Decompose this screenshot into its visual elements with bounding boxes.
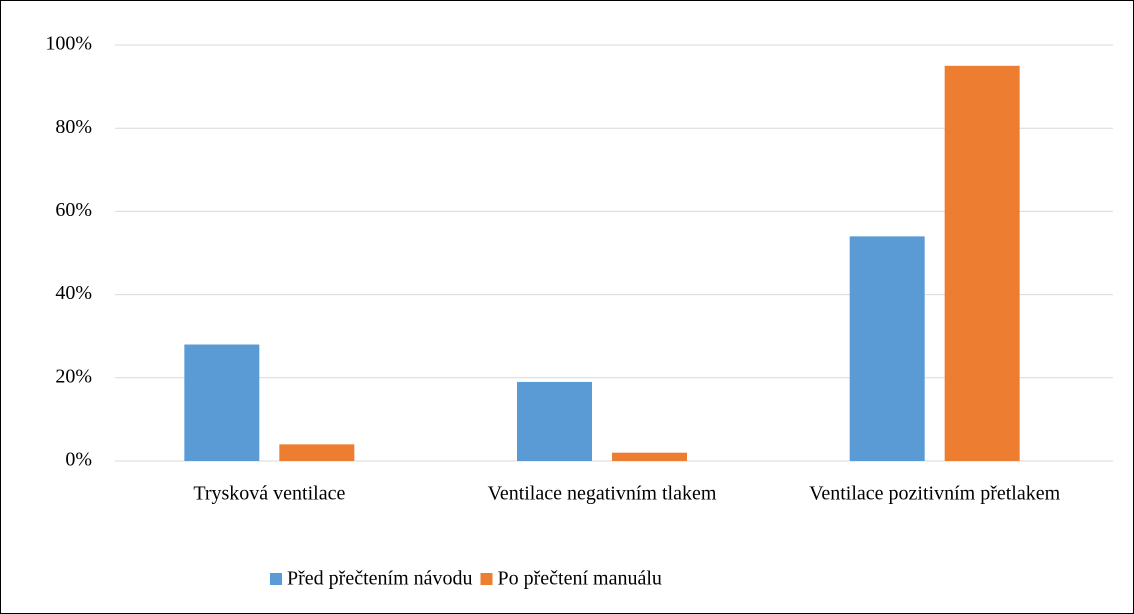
x-tick-label: Trysková ventilace [193, 483, 345, 505]
legend-label: Před přečtením návodu [287, 568, 473, 590]
y-tick-label: 80% [55, 116, 92, 138]
y-tick-label: 100% [45, 33, 92, 55]
legend-swatch [270, 573, 282, 585]
legend-label: Po přečtení manuálu [498, 568, 662, 590]
bar [184, 344, 260, 461]
bar [517, 381, 592, 461]
y-tick-label: 20% [55, 365, 92, 387]
legend-swatch [480, 573, 493, 585]
y-tick-label: 40% [55, 282, 92, 304]
y-tick-label: 0% [65, 449, 92, 471]
y-tick-label: 60% [55, 199, 92, 221]
bar [612, 452, 687, 461]
x-tick-label: Ventilace negativním tlakem [488, 483, 717, 505]
bar [944, 65, 1020, 462]
x-tick-label: Ventilace pozitivním přetlakem [809, 483, 1060, 505]
bar [279, 444, 355, 461]
bar [849, 236, 925, 461]
